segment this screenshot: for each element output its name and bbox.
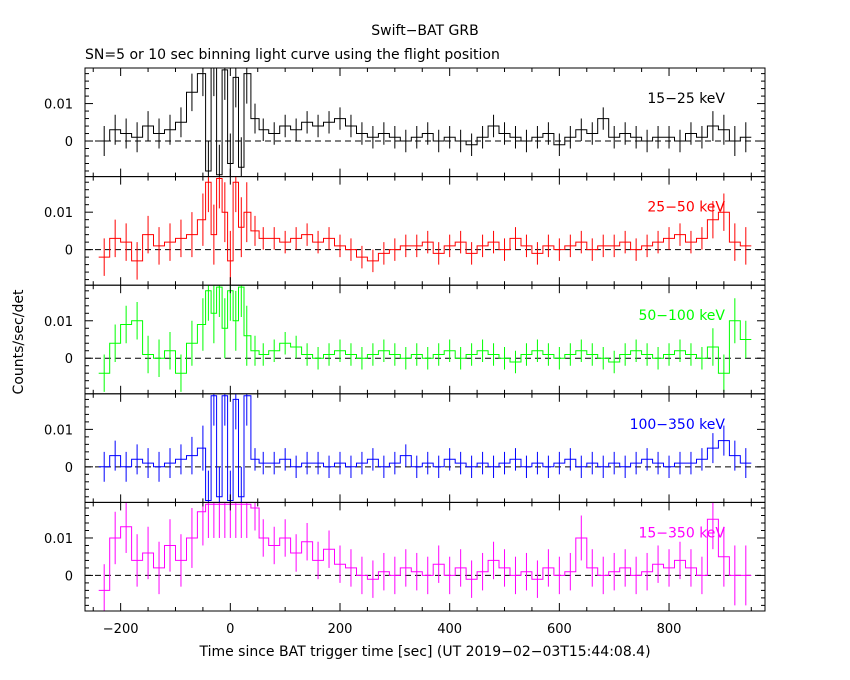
y-tick-label: 0: [65, 461, 73, 476]
x-tick-label: −200: [103, 622, 139, 637]
energy-band-label: 15−25 keV: [647, 91, 725, 107]
step-line: [98, 178, 752, 262]
panel-3: 0 0.01 100−350 keV: [44, 393, 766, 503]
panel-frame: [84, 176, 766, 286]
y-tick-label: 0.01: [44, 532, 73, 547]
panel-2: 0 0.01 50−100 keV: [44, 284, 766, 395]
y-tick-label: 0.01: [44, 423, 73, 438]
x-tick-label: 200: [328, 622, 353, 637]
panel-frame: [84, 284, 766, 395]
y-axis-label: Counts/sec/det: [11, 289, 27, 394]
y-tick-label: 0.01: [44, 206, 73, 221]
step-line: [98, 395, 752, 501]
y-tick-label: 0: [65, 352, 73, 367]
x-axis-label: Time since BAT trigger time [sec] (UT 20…: [198, 644, 650, 660]
x-tick-label: 0: [226, 622, 234, 637]
y-tick-label: 0.01: [44, 315, 73, 330]
energy-band-label: 50−100 keV: [638, 308, 725, 324]
chart-title: Swift−BAT GRB: [371, 23, 478, 39]
series-3: [98, 393, 752, 503]
series-4: [98, 502, 752, 611]
y-tick-label: 0.01: [44, 98, 73, 113]
step-line: [98, 286, 752, 374]
y-tick-label: 0: [65, 135, 73, 150]
series-0: [98, 68, 752, 177]
energy-band-label: 100−350 keV: [630, 417, 726, 433]
chart-subtitle: SN=5 or 10 sec binning light curve using…: [85, 47, 500, 63]
series-2: [98, 285, 752, 392]
x-tick-label: 400: [437, 622, 462, 637]
panel-4: 0 0.01 15−350 keV: [44, 501, 766, 612]
series-1: [98, 176, 752, 286]
energy-band-label: 15−350 keV: [638, 525, 725, 541]
panel-1: 0 0.01 25−50 keV: [44, 176, 766, 286]
x-tick-label: 800: [657, 622, 682, 637]
panel-frame: [84, 501, 766, 612]
step-line: [98, 503, 752, 591]
panel-0: 0 0.01 15−25 keV: [44, 67, 766, 178]
y-tick-label: 0: [65, 244, 73, 259]
panels-group: 0 0.01 15−25 keV 0 0.01 25−50 keV 0 0.01 50−100 …: [44, 67, 766, 637]
step-line: [98, 68, 752, 176]
x-tick-label: 600: [547, 622, 572, 637]
energy-band-label: 25−50 keV: [647, 200, 725, 216]
y-tick-label: 0: [65, 569, 73, 584]
panel-frame: [84, 393, 766, 503]
